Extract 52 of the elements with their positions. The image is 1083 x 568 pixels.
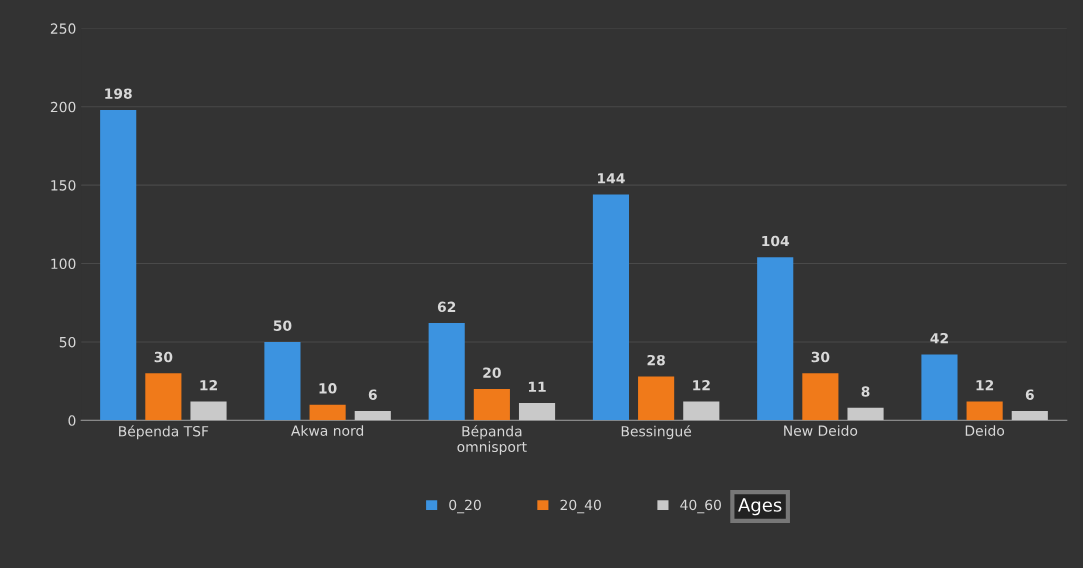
bar: [1011, 410, 1048, 421]
data-label: 12: [976, 379, 994, 391]
bar: [309, 404, 346, 421]
legend-label: 0_20: [449, 499, 481, 514]
bar: [473, 388, 510, 421]
legend-label: 40_60: [680, 499, 721, 514]
data-label: 20: [483, 367, 501, 378]
data-label: 8: [861, 386, 870, 397]
data-label: 28: [647, 354, 665, 366]
x-tick-label: Deido: [965, 425, 1005, 436]
data-label: 50: [273, 320, 292, 331]
data-label: 6: [1025, 389, 1034, 400]
y-tick-label: 150: [51, 180, 76, 191]
bar: [921, 354, 958, 421]
bar: [264, 341, 301, 421]
data-label: 42: [930, 332, 948, 344]
data-label: 144: [598, 173, 625, 184]
bar: [966, 401, 1003, 421]
legend-label: 20_40: [560, 499, 601, 514]
data-label: 62: [437, 301, 456, 313]
x-tick-label: Bépenda TSF: [119, 425, 209, 440]
bar: [100, 109, 137, 421]
x-tick-label: Bépanda omnisport: [457, 425, 527, 455]
y-tick-label: 100: [51, 258, 76, 270]
bar: [638, 376, 675, 421]
y-tick-label: 200: [50, 101, 76, 113]
data-label: 11: [528, 381, 546, 392]
bar: [847, 407, 884, 421]
data-label: 6: [368, 389, 377, 400]
data-label: 30: [811, 351, 830, 363]
bar: [757, 257, 794, 421]
data-label: 10: [319, 383, 337, 394]
x-tick-label: Akwa nord: [291, 425, 364, 436]
data-label: 12: [200, 379, 217, 391]
bar: [802, 373, 839, 421]
bar: [518, 403, 556, 421]
bar: [354, 410, 391, 421]
data-label: 12: [693, 379, 710, 391]
data-label: 198: [105, 88, 132, 99]
bar: [428, 323, 465, 421]
data-label: 30: [154, 351, 173, 363]
x-tick-label: Bessingué: [621, 425, 692, 440]
x-tick-label: New Deido: [784, 425, 858, 436]
y-tick-label: 50: [59, 336, 76, 348]
data-label: 104: [762, 235, 790, 247]
bar: [145, 373, 182, 421]
bar: [683, 401, 720, 421]
y-tick-label: 250: [50, 23, 76, 34]
y-tick-label: 0: [68, 415, 76, 426]
legend-title: Ages: [738, 498, 782, 516]
bar: [190, 401, 227, 421]
bar: [592, 194, 630, 421]
